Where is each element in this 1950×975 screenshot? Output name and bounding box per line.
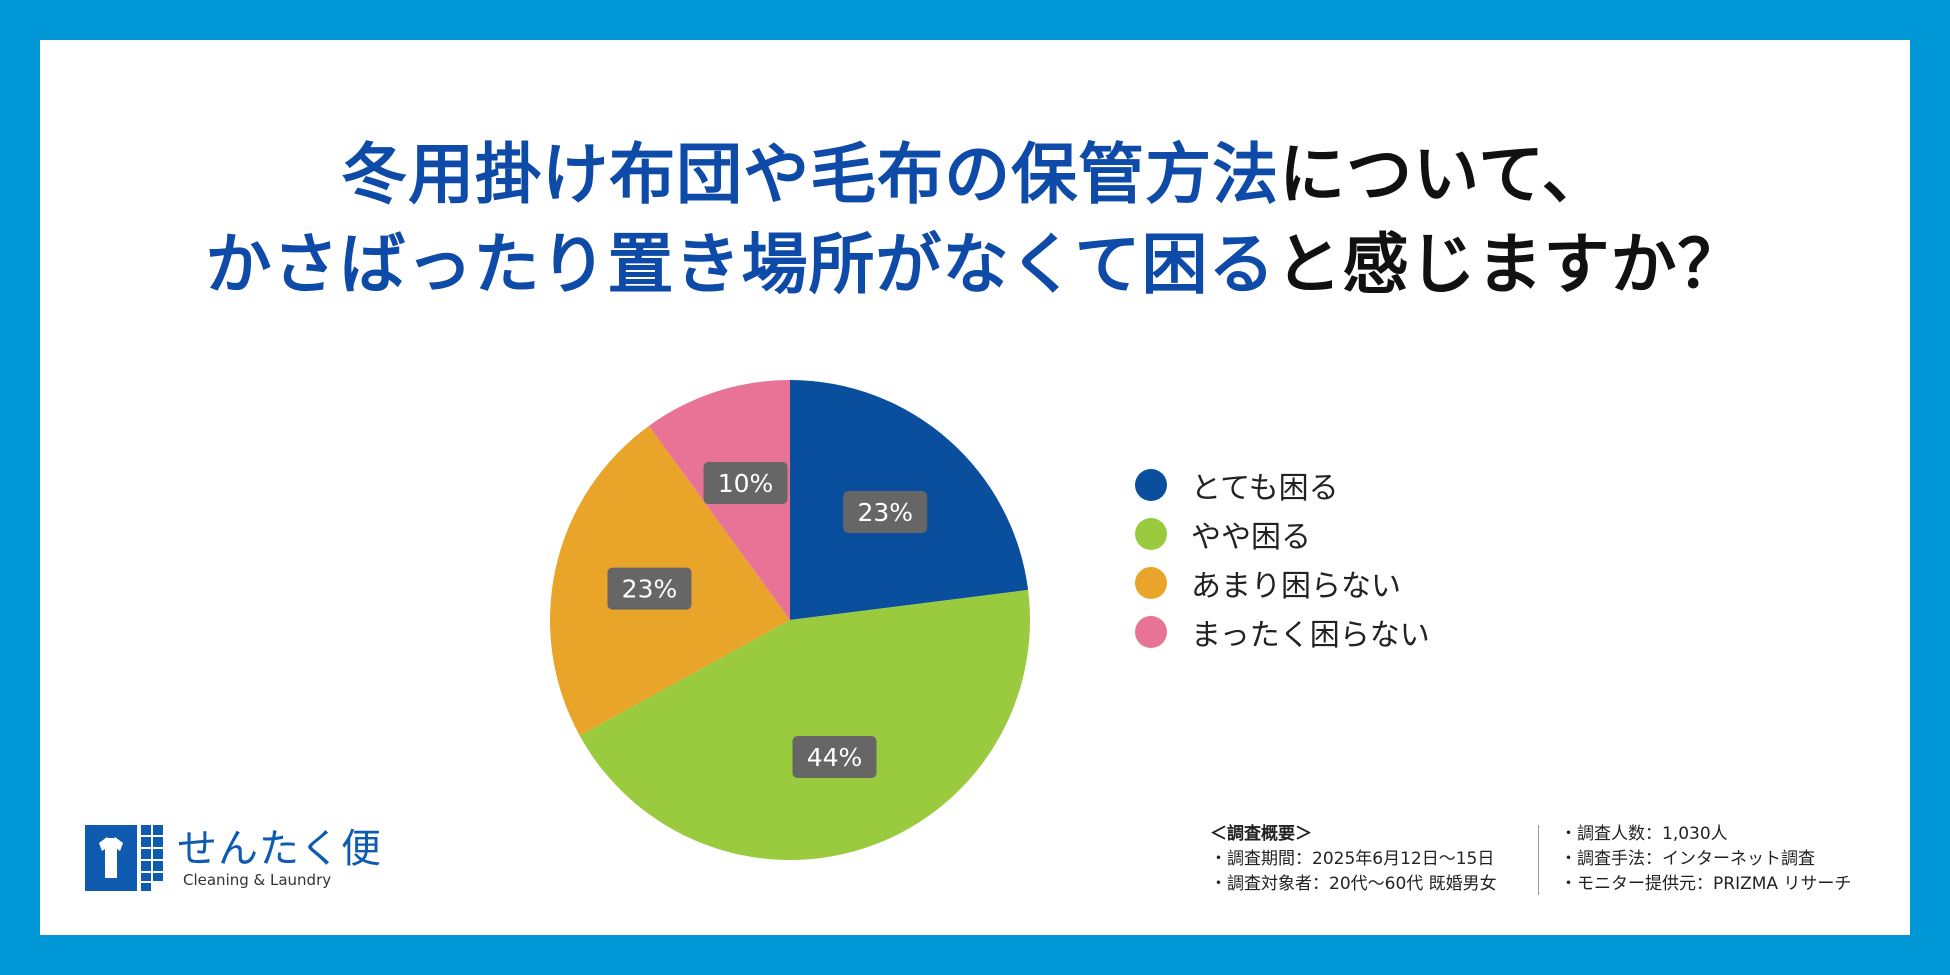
legend-item: あまり困らない xyxy=(1135,558,1430,607)
svg-text:44%: 44% xyxy=(807,743,863,772)
survey-note: ・調査人数：1,030人 xyxy=(1560,824,1728,844)
title-line-2-highlight: かさばったり置き場所がなくて困る xyxy=(205,226,1276,303)
chart-title: 冬用掛け布団や毛布の保管方法について、 かさばったり置き場所がなくて困ると感じま… xyxy=(40,130,1910,310)
logo-subtitle: Cleaning & Laundry xyxy=(183,871,332,889)
survey-note: ・調査対象者：20代～60代 既婚男女 xyxy=(1210,874,1497,894)
legend-swatch-1 xyxy=(1135,468,1167,501)
survey-note: ・モニター提供元：PRIZMA リサーチ xyxy=(1560,874,1852,894)
legend-label: まったく困らない xyxy=(1191,617,1430,653)
content-card: 冬用掛け布団や毛布の保管方法について、 かさばったり置き場所がなくて困ると感じま… xyxy=(40,40,1910,935)
legend-item: まったく困らない xyxy=(1135,607,1430,656)
shirt-logo-icon xyxy=(85,825,163,891)
chart-legend: とても困る やや困る あまり困らない まったく困らない xyxy=(1135,460,1430,656)
survey-note: ・調査期間：2025年6月12日～15日 xyxy=(1210,849,1495,869)
legend-label: とても困る xyxy=(1191,470,1339,506)
title-line-1: 冬用掛け布団や毛布の保管方法について、 xyxy=(40,130,1910,220)
pie-chart: 23% 44% 23% 10% xyxy=(550,380,1030,861)
pie-slice-2 xyxy=(579,589,1030,861)
svg-text:23%: 23% xyxy=(857,498,913,527)
legend-label: あまり困らない xyxy=(1191,568,1401,604)
title-line-1-plain: について、 xyxy=(1279,136,1609,213)
brand-logo: せんたく便 Cleaning & Laundry xyxy=(85,825,382,891)
title-line-2-plain: と感じますか？ xyxy=(1275,226,1745,303)
legend-item: やや困る xyxy=(1135,509,1430,558)
legend-swatch-4 xyxy=(1135,615,1167,648)
logo-name: せんたく便 xyxy=(177,826,382,872)
svg-text:23%: 23% xyxy=(622,575,678,604)
svg-text:10%: 10% xyxy=(718,469,774,498)
data-label-2: 44% xyxy=(792,735,877,778)
legend-item: とても困る xyxy=(1135,460,1430,509)
logo-text: せんたく便 Cleaning & Laundry xyxy=(177,827,382,889)
survey-note: ・調査手法：インターネット調査 xyxy=(1560,849,1815,869)
notes-divider xyxy=(1538,825,1539,895)
legend-swatch-3 xyxy=(1135,566,1167,599)
data-label-1: 23% xyxy=(843,490,928,533)
legend-label: やや困る xyxy=(1191,519,1311,555)
data-label-3: 23% xyxy=(607,567,692,610)
survey-notes-right: ・調査人数：1,030人 ・調査手法：インターネット調査 ・モニター提供元：PR… xyxy=(1560,822,1851,897)
title-line-1-highlight: 冬用掛け布団や毛布の保管方法 xyxy=(341,136,1280,213)
survey-heading: ＜調査概要＞ xyxy=(1210,824,1312,844)
title-line-2: かさばったり置き場所がなくて困ると感じますか？ xyxy=(40,220,1910,310)
survey-notes-left: ＜調査概要＞ ・調査期間：2025年6月12日～15日 ・調査対象者：20代～6… xyxy=(1210,822,1497,897)
legend-swatch-2 xyxy=(1135,517,1167,550)
data-label-4: 10% xyxy=(703,462,788,505)
